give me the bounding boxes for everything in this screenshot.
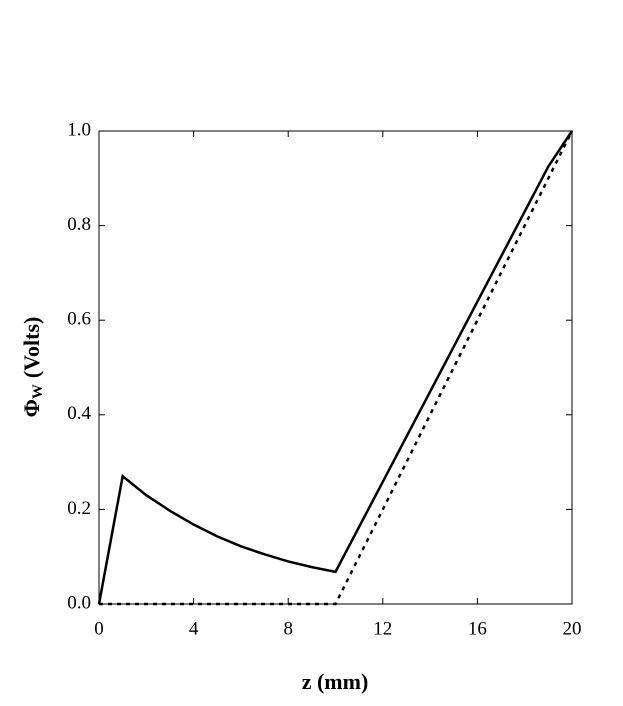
- plot-frame: [98, 130, 573, 605]
- y-tick-label: 0.4: [67, 403, 91, 424]
- x-tick-label: 20: [563, 618, 582, 639]
- x-tick-label: 0: [94, 618, 104, 639]
- y-label-symbol: Φ: [19, 399, 44, 417]
- y-label-unit: (Volts): [19, 317, 44, 379]
- y-axis-label: ΦW (Volts): [19, 317, 46, 418]
- x-tick-label: 4: [189, 618, 199, 639]
- y-tick-label: 0.6: [67, 309, 91, 330]
- x-axis-label: z (mm): [302, 669, 369, 694]
- y-tick-label: 0.2: [67, 498, 91, 519]
- series-line: [99, 130, 574, 606]
- x-tick-label: 16: [468, 618, 487, 639]
- x-tick-label: 8: [283, 618, 293, 639]
- series-line: [97, 130, 574, 605]
- y-tick-label: 0.8: [67, 214, 91, 235]
- x-tick-label: 12: [373, 618, 392, 639]
- y-tick-label: 0.0: [67, 592, 91, 613]
- y-tick-label: 1.0: [67, 119, 91, 140]
- y-label-subscript: W: [30, 384, 46, 399]
